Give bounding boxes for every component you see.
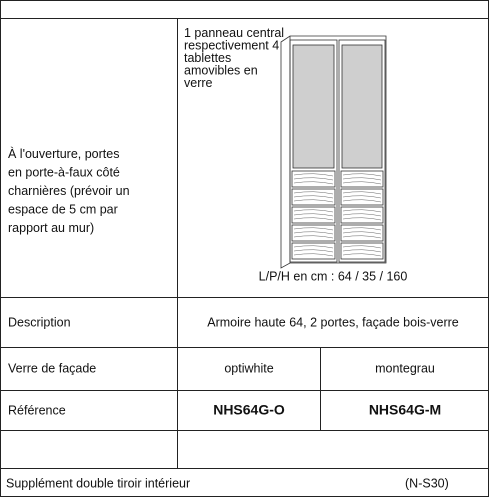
supplement-label: Supplément double tiroir intérieur <box>6 476 190 490</box>
reference: NHS64G-O <box>213 402 285 418</box>
wood-grain <box>342 235 382 239</box>
text-line: amovibles en <box>184 64 258 78</box>
intro-text: À l'ouverture, portes en porte-à-faux côt… <box>8 146 130 235</box>
wood-grain <box>342 181 382 185</box>
wood-grain <box>293 253 334 257</box>
text-line: charnières (prévoir un <box>8 184 130 198</box>
wood-grain <box>342 217 382 221</box>
wood-grain <box>293 191 334 195</box>
supplement-code: (N-S30) <box>405 476 449 490</box>
wood-grain <box>293 177 334 181</box>
text-line: espace de 5 cm par <box>8 203 118 217</box>
drawer <box>291 206 336 224</box>
text-line: verre <box>184 76 213 90</box>
text-line: rapport au mur) <box>8 221 94 235</box>
wood-grain <box>293 235 334 239</box>
wood-grain <box>342 209 382 213</box>
text-line: À l'ouverture, portes <box>8 146 119 161</box>
wood-grain <box>293 217 334 221</box>
text-line: tablettes <box>184 51 231 65</box>
drawer <box>291 188 336 206</box>
wood-grain <box>293 173 334 177</box>
wood-grain <box>342 195 382 199</box>
wood-grain <box>293 213 334 217</box>
drawer <box>340 170 384 188</box>
wood-grain <box>342 253 382 257</box>
wood-grain <box>342 173 382 177</box>
drawer <box>291 170 336 188</box>
wood-grain <box>342 213 382 217</box>
row-label: Référence <box>8 403 66 417</box>
wood-grain <box>293 249 334 253</box>
text-line: 1 panneau central <box>184 26 284 40</box>
wood-grain <box>293 209 334 213</box>
text-line: respectivement 4 <box>184 39 279 53</box>
wood-grain <box>293 227 334 231</box>
drawer <box>340 188 384 206</box>
wood-grain <box>293 231 334 235</box>
wood-grain <box>342 199 382 203</box>
note-text: 1 panneau central respectivement 4 tablett… <box>184 26 284 90</box>
glass-option: optiwhite <box>224 361 273 375</box>
wood-grain <box>342 231 382 235</box>
wood-grain <box>342 227 382 231</box>
glass-option: montegrau <box>375 361 435 375</box>
text-line: en porte-à-faux côté <box>8 166 120 180</box>
wood-grain <box>293 181 334 185</box>
wood-grain <box>342 249 382 253</box>
wood-grain <box>342 177 382 181</box>
description: Armoire haute 64, 2 portes, façade bois-… <box>207 315 459 329</box>
wood-grain <box>342 245 382 249</box>
wood-grain <box>293 195 334 199</box>
drawer <box>340 224 384 242</box>
row-label: Description <box>8 315 71 329</box>
drawer <box>291 242 336 260</box>
wood-grain <box>293 245 334 249</box>
reference: NHS64G-M <box>369 402 441 418</box>
row-label: Verre de façade <box>8 361 96 375</box>
cabinet-drawing <box>280 35 387 269</box>
dimensions: L/P/H en cm : 64 / 35 / 160 <box>259 269 408 283</box>
drawer <box>291 224 336 242</box>
drawer <box>340 242 384 260</box>
wood-grain <box>293 199 334 203</box>
drawer <box>340 206 384 224</box>
wood-grain <box>342 191 382 195</box>
